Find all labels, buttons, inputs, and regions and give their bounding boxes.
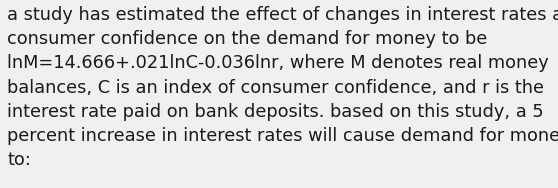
Text: a study has estimated the effect of changes in interest rates and
consumer confi: a study has estimated the effect of chan… bbox=[7, 6, 558, 169]
